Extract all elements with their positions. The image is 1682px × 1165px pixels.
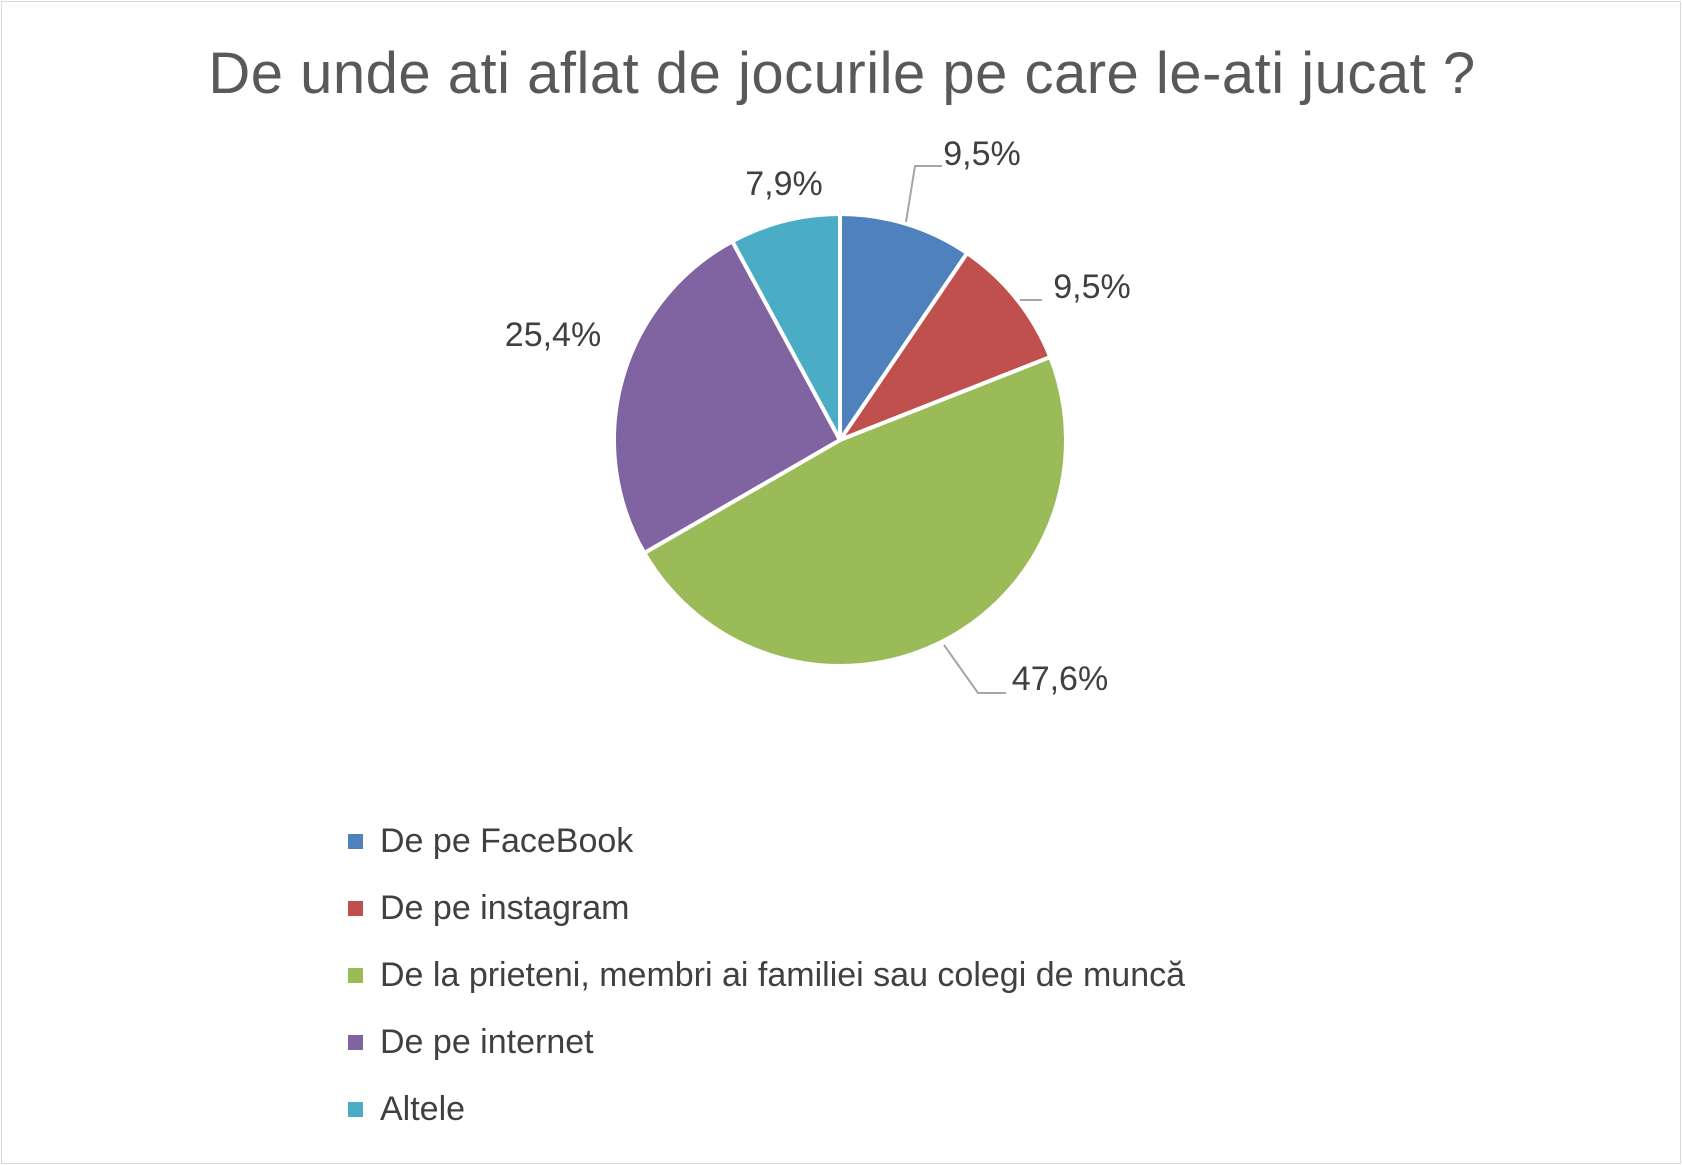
legend-swatch — [348, 901, 363, 916]
data-label-5: 7,9% — [745, 165, 823, 203]
data-label-2: 9,5% — [1053, 268, 1131, 306]
leader-line-1 — [905, 165, 942, 223]
pie-slice-5 — [730, 212, 842, 442]
legend-label: De pe internet — [380, 1023, 594, 1061]
chart-title: De unde ati aflat de jocurile pe care le… — [208, 41, 1476, 106]
legend-item-5: Altele — [348, 1076, 1185, 1143]
data-label-1: 9,5% — [943, 135, 1021, 173]
legend-label: De pe instagram — [380, 889, 630, 927]
legend-item-3: De la prieteni, membri ai familiei sau c… — [348, 942, 1185, 1009]
chart-legend: De pe FaceBook De pe instagram De la priet… — [348, 808, 1185, 1143]
pie-slice-2 — [838, 251, 1053, 442]
legend-label: De pe FaceBook — [380, 822, 634, 860]
legend-item-4: De pe internet — [348, 1009, 1185, 1076]
legend-swatch — [348, 968, 363, 983]
pie-slice-1 — [838, 212, 970, 442]
legend-item-2: De pe instagram — [348, 875, 1185, 942]
data-label-4: 25,4% — [505, 316, 601, 354]
legend-swatch — [348, 1102, 363, 1117]
legend-swatch — [348, 834, 363, 849]
pie-slice-3 — [642, 355, 1069, 668]
pie-slice-4 — [612, 239, 842, 555]
legend-label: Altele — [380, 1090, 466, 1128]
legend-label: De la prieteni, membri ai familiei sau c… — [380, 956, 1186, 994]
legend-item-1: De pe FaceBook — [348, 808, 1185, 875]
data-label-3: 47,6% — [1012, 660, 1108, 698]
leader-line-3 — [943, 644, 1006, 694]
legend-swatch — [348, 1035, 363, 1050]
